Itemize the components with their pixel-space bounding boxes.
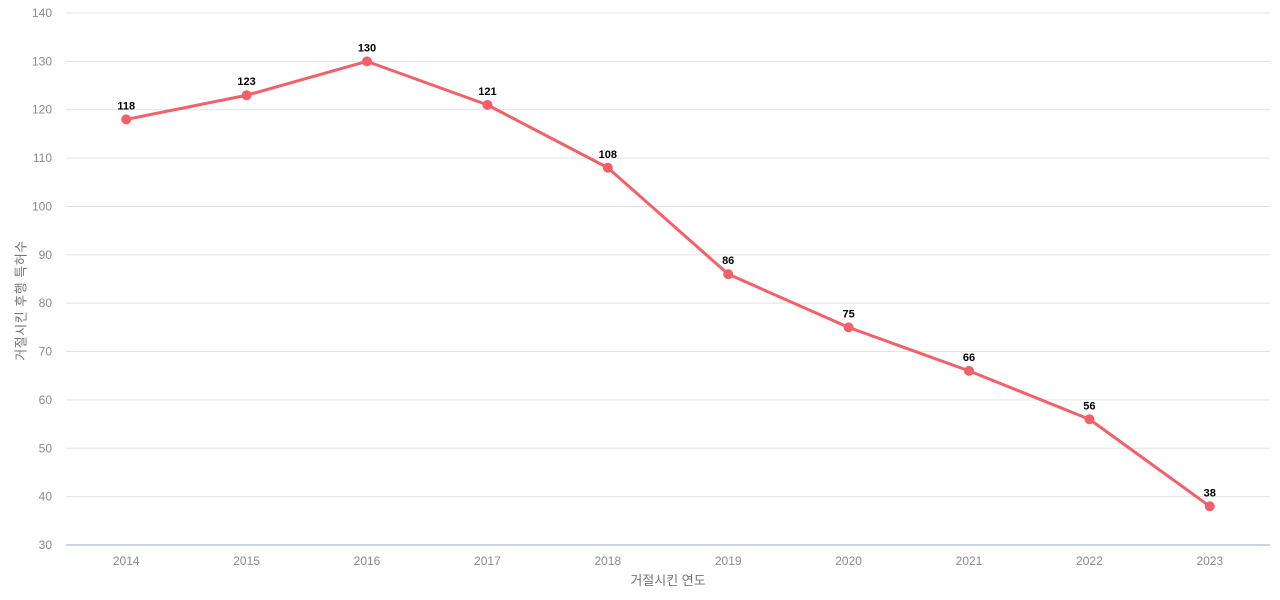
y-tick-label-30: 30 [39, 538, 53, 552]
data-label-2019: 86 [722, 255, 734, 267]
data-label-2023: 38 [1204, 487, 1216, 499]
data-point-2020[interactable] [843, 322, 854, 333]
y-tick-label-70: 70 [39, 345, 53, 359]
x-tick-label-2015: 2015 [233, 554, 260, 568]
data-label-2016: 130 [358, 42, 376, 54]
data-label-2020: 75 [842, 308, 854, 320]
data-label-2015: 123 [237, 76, 255, 88]
data-label-2014: 118 [117, 100, 135, 112]
y-tick-label-90: 90 [39, 248, 53, 262]
x-tick-label-2022: 2022 [1076, 554, 1103, 568]
y-tick-label-50: 50 [39, 441, 53, 455]
y-tick-label-140: 140 [32, 6, 52, 20]
y-tick-label-40: 40 [39, 490, 53, 504]
x-tick-label-2016: 2016 [354, 554, 381, 568]
y-tick-label-100: 100 [32, 199, 52, 213]
data-point-2018[interactable] [602, 162, 613, 173]
x-tick-label-2018: 2018 [594, 554, 621, 568]
data-point-2022[interactable] [1084, 414, 1095, 425]
data-point-2016[interactable] [362, 56, 372, 67]
y-tick-label-120: 120 [32, 103, 52, 117]
data-label-2021: 66 [963, 352, 975, 364]
data-point-2019[interactable] [723, 269, 734, 280]
data-line [124, 59, 1212, 508]
x-tick-label-2020: 2020 [835, 554, 862, 568]
data-point-2021[interactable] [964, 365, 974, 376]
data-point-2015[interactable] [241, 90, 252, 101]
y-tick-label-130: 130 [32, 54, 52, 68]
x-tick-label-2023: 2023 [1196, 554, 1223, 568]
data-label-2018: 108 [599, 149, 617, 161]
data-label-2022: 56 [1083, 400, 1095, 412]
x-tick-label-2014: 2014 [113, 554, 140, 568]
x-tick-label-2017: 2017 [474, 554, 501, 568]
x-tick-label-2019: 2019 [715, 554, 742, 568]
data-point-2014[interactable] [121, 114, 132, 125]
data-point-2017[interactable] [482, 99, 493, 110]
data-point-2023[interactable] [1204, 501, 1215, 512]
data-label-2017: 121 [478, 86, 496, 98]
y-tick-label-110: 110 [33, 151, 52, 165]
y-tick-label-60: 60 [39, 393, 53, 407]
x-tick-label-2021: 2021 [956, 554, 983, 568]
y-tick-label-80: 80 [39, 296, 53, 310]
